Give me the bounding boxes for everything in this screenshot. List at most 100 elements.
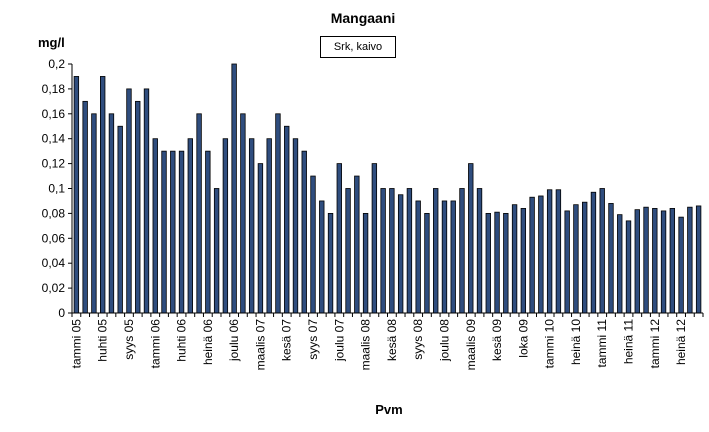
bar [599,188,605,314]
bar [257,163,264,314]
y-tick-label: 0,12 [42,157,66,171]
x-tick-label: joulu 08 [437,319,451,362]
bar [170,150,176,314]
chart-title: Mangaani [331,10,396,26]
bar [406,188,413,314]
bar [441,200,448,314]
bar [126,88,132,314]
bar [695,205,702,314]
bar [143,88,150,314]
bar [546,189,553,314]
bar [625,220,632,314]
x-tick-label: heinä 12 [674,319,688,365]
bar [292,138,299,314]
bar [82,100,88,314]
x-tick-label: tammi 11 [595,319,609,368]
bar [152,138,158,314]
bar [643,206,649,314]
bar [362,212,369,314]
bar [117,125,123,314]
bar [310,175,316,314]
bar [389,188,395,314]
bar [73,76,80,314]
bar [327,212,334,314]
legend: Srk, kaivo [320,36,396,58]
bar [380,188,386,314]
bar [494,211,500,314]
bar [424,212,430,314]
x-tick-label: huhti 06 [175,319,189,362]
y-axis-label: mg/l [38,35,65,50]
bar [336,163,342,314]
y-tick-label: 0,14 [42,132,66,146]
y-tick-label: 0,1 [48,182,65,196]
x-tick-label: maalis 09 [464,319,478,371]
x-axis-label: Pvm [375,402,402,417]
bars [73,63,702,314]
x-ticks: tammi 05 huhti 05 syys 05 tammi 06 huhti 06 h… [69,313,704,371]
bar [213,188,220,314]
bar [108,113,115,314]
bar [187,138,193,314]
x-tick-label: syys 05 [122,319,136,360]
x-tick-label: syys 08 [411,319,425,360]
x-tick-label: maalis 08 [359,319,373,371]
x-tick-label: heinä 10 [569,319,583,365]
y-tick-label: 0,18 [42,82,66,96]
bar [564,210,570,314]
bar [354,175,360,314]
bar [275,113,281,314]
y-tick-label: 0,16 [42,107,66,121]
bar [433,188,439,314]
bar [240,113,246,314]
bar [205,150,211,314]
bar [511,204,518,314]
bar [476,188,483,314]
x-tick-label: tammi 06 [148,319,162,369]
bar [468,163,474,314]
bar [319,200,325,314]
bar [397,194,404,314]
x-tick-label: heinä 11 [622,319,636,364]
bar [266,138,272,314]
x-tick-label: loka 09 [516,319,530,358]
x-tick-label: tammi 12 [648,319,662,369]
x-tick-label: heinä 06 [201,319,215,365]
bar [301,150,307,314]
bar [135,100,141,314]
bar [687,206,693,314]
x-tick-label: huhti 05 [96,319,110,362]
x-tick-label: syys 07 [306,319,320,360]
bar [582,201,588,314]
bar [608,203,614,314]
bar [100,76,106,314]
x-tick-label: joulu 06 [227,319,241,362]
x-tick-label: tammi 05 [69,319,83,369]
x-tick-label: joulu 07 [332,319,346,362]
y-ticks: 0 0,02 0,04 0,06 0,08 0,1 0,12 0,14 0,16 0,18 0,2 [42,57,72,320]
y-tick-label: 0,04 [42,256,66,270]
bar [590,191,597,314]
bar [161,150,167,314]
bar [678,216,684,314]
bar [652,208,658,314]
bar [231,63,237,314]
bar [520,208,527,314]
bar [371,163,378,314]
bar [415,200,421,314]
x-tick-label: kesä 08 [385,319,399,361]
x-tick-label: maalis 07 [253,319,267,371]
bar [634,209,640,314]
x-tick-label: tammi 10 [543,319,557,369]
bar [222,138,229,314]
bar [284,125,290,314]
bar [538,195,544,314]
bar [669,208,676,314]
y-tick-label: 0 [58,306,65,320]
x-tick-label: kesä 09 [490,319,504,361]
bar [485,212,491,314]
bar [450,200,456,314]
bar [196,113,202,314]
bar [529,196,535,314]
